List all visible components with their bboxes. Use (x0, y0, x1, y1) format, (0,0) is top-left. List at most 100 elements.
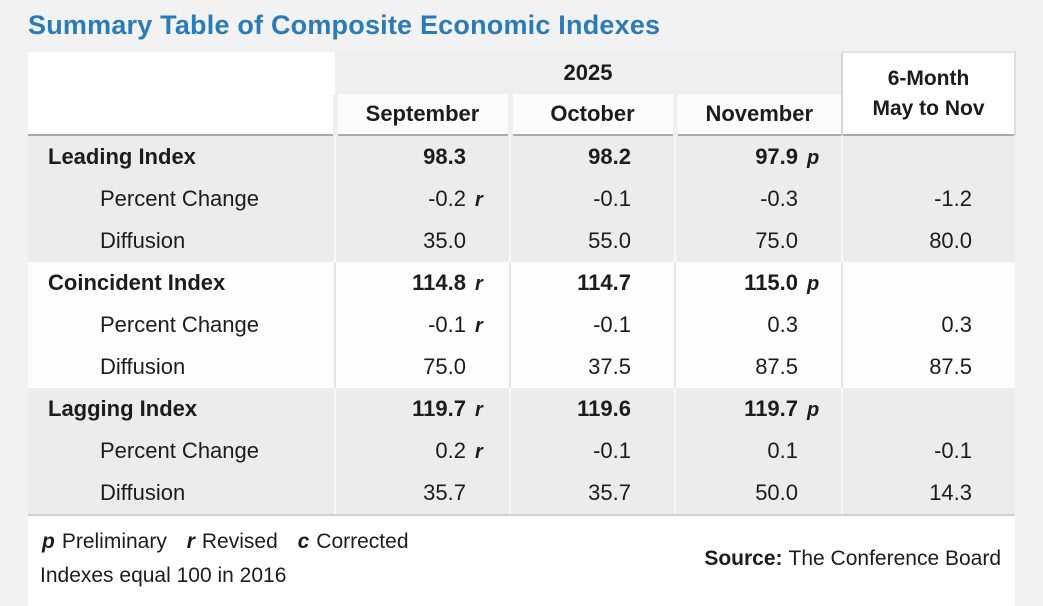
row-label: Diffusion (28, 220, 335, 262)
cell-nov: 87.5 (673, 346, 843, 388)
value: -0.2 (428, 186, 466, 211)
value: 114.8 (412, 270, 466, 295)
flag: p (807, 147, 820, 169)
value: 0.2 (435, 438, 466, 463)
value: 114.7 (577, 270, 631, 295)
value: -0.1 (428, 312, 466, 337)
cell-oct: 114.7 (509, 262, 675, 304)
flag-definitions-line: p Preliminary r Revised c Corrected (40, 525, 421, 559)
row-label: Percent Change (28, 304, 335, 346)
month-header-september: September (332, 94, 510, 135)
value: 119.6 (577, 396, 631, 421)
cell-6m: 80.0 (841, 220, 1016, 262)
page-title: Summary Table of Composite Economic Inde… (28, 10, 661, 40)
table-row-lagging-diffusion: Diffusion 35.7 35.7 50.0 14.3 (28, 472, 1016, 514)
table-row-lagging-index: Lagging Index 119.7 r 119.6 119.7 p (28, 388, 1016, 430)
flag: r (475, 189, 483, 211)
cell-6m (841, 134, 1016, 178)
year-header: 2025 (335, 52, 843, 94)
cell-nov: 75.0 (673, 220, 843, 262)
flag-p-label: Preliminary (61, 530, 167, 553)
flag: p (807, 273, 820, 295)
table-header: 2025 6-Month May to Nov September Octobe… (28, 51, 1017, 135)
six-month-line1: 6-Month (887, 67, 970, 91)
base-year-note: Indexes equal 100 in 2016 (40, 564, 287, 588)
footnotes: p Preliminary r Revised c Corrected Indexes… (40, 525, 421, 593)
table-row-lagging-percent-change: Percent Change 0.2 r -0.1 0.1 -0.1 (28, 430, 1016, 472)
cell-oct: 98.2 (509, 134, 675, 178)
value: -0.1 (593, 186, 631, 211)
value: -0.1 (934, 438, 973, 463)
cell-6m: -0.1 (841, 430, 1016, 472)
month-header-row: September October November (28, 94, 1015, 135)
cell-oct: 35.7 (509, 472, 675, 514)
cell-oct: 55.0 (509, 220, 675, 262)
cell-sep: 35.7 (334, 472, 510, 514)
value: -0.3 (760, 186, 799, 211)
cell-nov: 0.1 (673, 430, 843, 472)
row-label: Coincident Index (28, 262, 335, 304)
cell-nov: 115.0 p (673, 262, 843, 304)
cell-6m (841, 388, 1016, 430)
source-label: Source: (704, 547, 783, 571)
row-label: Percent Change (28, 430, 335, 472)
cell-nov: -0.3 (673, 178, 843, 220)
value: 50.0 (755, 480, 799, 505)
six-month-line2: May to Nov (872, 96, 985, 120)
month-header-october: October (507, 94, 675, 135)
value: 97.9 (755, 144, 799, 169)
flag-r-label: Revised (201, 530, 278, 553)
value: 115.0 (744, 270, 799, 295)
table-row-coincident-index: Coincident Index 114.8 r 114.7 115.0 p (28, 262, 1016, 304)
source-line: Source: The Conference Board (704, 547, 1003, 571)
year-header-row: 2025 6-Month May to Nov (28, 51, 1017, 135)
month-header-november: November (672, 94, 843, 135)
flag: p (807, 399, 820, 421)
value: 119.7 (412, 396, 466, 421)
cell-nov: 50.0 (673, 472, 843, 514)
cell-6m: -1.2 (841, 178, 1016, 220)
value: 0.3 (767, 312, 799, 337)
value: 75.0 (423, 354, 466, 379)
cell-sep: 0.2 r (334, 430, 510, 472)
cell-oct: -0.1 (509, 304, 675, 346)
table-footer: p Preliminary r Revised c Corrected Indexes… (28, 514, 1015, 606)
flag-c: c (297, 530, 310, 553)
six-month-header: 6-Month May to Nov (841, 51, 1017, 135)
cell-6m: 0.3 (841, 304, 1016, 346)
value: -1.2 (934, 186, 973, 211)
composite-indexes-table: 2025 6-Month May to Nov September Octobe… (28, 51, 1017, 514)
flag: r (475, 315, 483, 337)
flag-c-label: Corrected (316, 530, 409, 553)
flag: r (475, 399, 483, 421)
cell-sep: 119.7 r (334, 388, 510, 430)
table-row-leading-percent-change: Percent Change -0.2 r -0.1 -0.3 -1.2 (28, 178, 1016, 220)
row-label: Percent Change (28, 178, 335, 220)
value: 35.0 (423, 228, 466, 253)
value: 87.5 (929, 354, 973, 379)
flag-p: p (42, 530, 55, 553)
cell-oct: 119.6 (509, 388, 675, 430)
flag: r (475, 273, 483, 295)
cell-sep: 114.8 r (334, 262, 510, 304)
row-label: Leading Index (28, 134, 335, 178)
value: -0.1 (593, 438, 631, 463)
value: 98.3 (423, 144, 466, 169)
cell-oct: 37.5 (509, 346, 675, 388)
cell-nov: 97.9 p (673, 134, 843, 178)
flag-r: r (186, 530, 195, 553)
cell-nov: 0.3 (673, 304, 843, 346)
flag: r (475, 441, 483, 463)
table-row-leading-index: Leading Index 98.3 98.2 97.9 p (28, 134, 1016, 178)
cell-6m: 87.5 (841, 346, 1016, 388)
table-row-coincident-diffusion: Diffusion 75.0 37.5 87.5 87.5 (28, 346, 1016, 388)
source-value: The Conference Board (788, 547, 1001, 571)
value: 119.7 (744, 396, 799, 421)
cell-sep: 98.3 (334, 134, 510, 178)
header-corner-cell (28, 52, 335, 135)
value: 35.7 (423, 480, 466, 505)
value: 80.0 (929, 228, 973, 253)
value: 87.5 (755, 354, 799, 379)
value: 55.0 (588, 228, 631, 253)
